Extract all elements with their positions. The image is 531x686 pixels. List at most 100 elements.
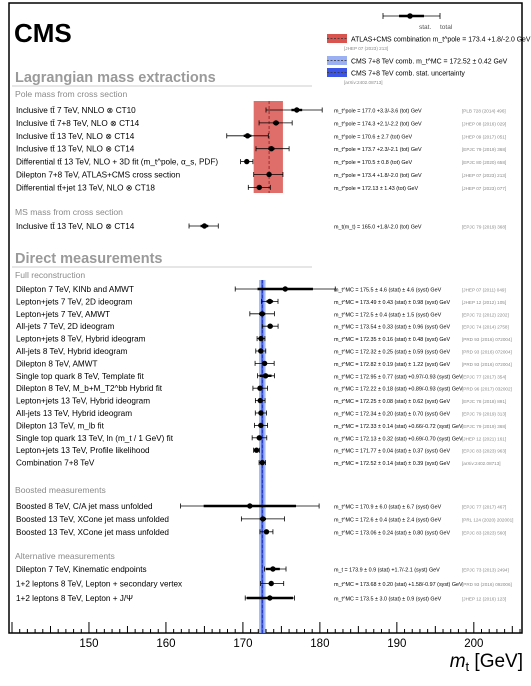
reference-text: [PRD 93 (2016) 092006]: [462, 582, 512, 587]
row-label: Boosted 8 TeV, C/A jet mass unfolded: [16, 502, 153, 511]
legend-entry-reference: [JHEP 07 (2023) 213]: [344, 46, 388, 51]
row-label: All-jets 7 TeV, 2D ideogram: [16, 322, 114, 331]
result-text: m_t^pole = 170.6 ± 2.7 (tot) GeV: [334, 134, 413, 140]
row-label: Lepton+jets 13 TeV, Hybrid ideogram: [16, 397, 150, 406]
result-text: m_t^MC = 172.5 ± 0.4 (stat) ± 1.5 (syst)…: [334, 312, 442, 318]
reference-text: [JHEP 08 (2016) 029]: [462, 121, 506, 126]
reference-text: [PLB 728 (2014) 496]: [462, 109, 506, 114]
result-text: m_t^MC = 172.25 ± 0.08 (stat) ± 0.62 (sy…: [334, 399, 451, 405]
reference-text: [arXiv:2402.08713]: [462, 461, 501, 466]
legend-total-label: total: [440, 24, 453, 31]
row-label: Inclusive tt̄ 7+8 TeV, NLO ⊗ CT14: [16, 119, 140, 128]
data-point: [244, 133, 251, 139]
data-point: [201, 223, 208, 229]
legend: stat. total ATLAS+CMS combination m_t^pole…: [327, 13, 531, 85]
result-text: m_t^pole = 172.13 ± 1.43 (tot) GeV: [334, 186, 419, 192]
experiment-label: CMS: [14, 18, 72, 48]
row-label: All-jets 8 TeV, Hybrid ideogram: [16, 347, 128, 356]
reference-text: [JHEP 12 (2012) 105]: [462, 300, 506, 305]
reference-text: [EPJC 77 (2017) 354]: [462, 374, 506, 379]
row-label: Dilepton 7+8 TeV, ATLAS+CMS cross sectio…: [16, 171, 181, 180]
reference-text: [JHEP 12 (2016) 123]: [462, 597, 506, 602]
legend-swatch: [327, 56, 347, 65]
row-label: Lepton+jets 13 TeV, Profile likelihood: [16, 446, 150, 455]
result-text: m_t^MC = 173.49 ± 0.43 (stat) ± 0.98 (sy…: [334, 300, 451, 306]
result-text: m_t^MC = 173.54 ± 0.33 (stat) ± 0.96 (sy…: [334, 325, 451, 331]
row-label: Inclusive tt̄ 7 TeV, NNLO ⊗ CT10: [16, 106, 136, 115]
result-text: m_t^pole = 174.3 +2.1/-2.2 (tot) GeV: [334, 121, 422, 127]
data-point: [253, 447, 260, 453]
result-text: m_t^MC = 173.06 ± 0.24 (stat) ± 0.80 (sy…: [334, 530, 451, 536]
reference-text: [EPJC 77 (2017) 467]: [462, 505, 506, 510]
row-label: Single top quark 8 TeV, Template fit: [16, 372, 144, 381]
reference-text: [EPJC 79 (2019) 368]: [462, 147, 506, 152]
x-axis-title-unit: [GeV]: [469, 651, 523, 672]
result-text: m_t(m_t) = 165.0 +1.8/-2.0 (tot) GeV: [334, 225, 422, 231]
row-label: All-jets 13 TeV, Hybrid ideogram: [16, 409, 132, 418]
reference-text: [JHEP 09 (2017) 051]: [462, 134, 506, 139]
subsection-title: Pole mass from cross section: [15, 89, 127, 99]
data-point: [259, 459, 266, 466]
result-text: m_t^MC = 172.33 ± 0.14 (stat) +0.66/-0.7…: [334, 424, 463, 430]
data-point: [266, 171, 272, 178]
data-point: [257, 385, 263, 391]
data-point: [294, 107, 300, 113]
row-label: Dilepton 13 TeV, m_lb fit: [16, 421, 105, 430]
reference-text: [JHEP 07 (2011) 049]: [462, 288, 506, 293]
reference-text: [JHEP 12 (2021) 161]: [462, 436, 506, 441]
result-text: m_t^MC = 175.5 ± 4.6 (stat) ± 4.6 (syst)…: [334, 288, 442, 294]
x-tick-label: 150: [79, 638, 98, 650]
reference-text: [EPJC 83 (2023) 963]: [462, 449, 506, 454]
data-point: [258, 335, 264, 342]
reference-text: [JHEP 07 (2023) 077]: [462, 186, 506, 191]
data-point: [257, 397, 263, 404]
row-label: 1+2 leptons 8 TeV, Lepton + secondary ve…: [16, 580, 182, 589]
result-text: m_t^MC = 172.82 ± 0.19 (stat) ± 1.22 (sy…: [334, 362, 451, 368]
data-point: [267, 595, 273, 601]
data-point: [268, 580, 274, 587]
result-text: m_t = 173.9 ± 0.9 (stat) +1.7/-2.1 (syst…: [334, 568, 440, 574]
subsection-title: Full reconstruction: [15, 270, 85, 280]
atlas-cms-pole-band: [253, 101, 283, 193]
legend-entry-reference: [arXiv:2402.08713]: [344, 80, 383, 85]
data-point: [258, 348, 264, 354]
data-point: [244, 158, 250, 165]
row-label: Boosted 13 TeV, XCone jet mass unfolded: [16, 528, 169, 537]
result-text: m_t^MC = 172.52 ± 0.14 (stat) ± 0.39 (sy…: [334, 461, 451, 467]
bands-layer: [253, 101, 283, 633]
result-text: m_t^MC = 171.77 ± 0.04 (stat) ± 0.37 (sy…: [334, 449, 451, 455]
data-point: [259, 311, 265, 317]
row-label: Differential tt̄ 13 TeV, NLO + 3D fit (m…: [16, 158, 218, 167]
result-text: m_t^pole = 173.4 +1.8/-2.0 (tot) GeV: [334, 173, 422, 179]
row-label: Inclusive tt̄ 13 TeV, NLO ⊗ CT14: [16, 132, 135, 141]
data-point: [282, 286, 288, 292]
row-label: Single top quark 13 TeV, ln (m_t / 1 GeV…: [16, 434, 174, 443]
row-label: Dilepton 7 TeV, KINb and AMWT: [16, 285, 134, 294]
reference-text: [PRL 124 (2020) 202001]: [462, 517, 513, 522]
subsection-title: Boosted measurements: [15, 485, 106, 495]
x-tick-label: 170: [233, 638, 252, 650]
legend-point: [407, 13, 413, 19]
result-text: m_t^MC = 170.9 ± 6.0 (stat) ± 6.7 (syst)…: [334, 505, 442, 511]
data-point: [256, 184, 263, 191]
row-label: Dilepton 7 TeV, Kinematic endpoints: [16, 565, 147, 574]
rows-layer: Lagrangian mass extractions Pole mass fro…: [12, 70, 513, 603]
data-point: [262, 373, 269, 379]
data-point: [267, 323, 273, 329]
x-axis-title-symbol: m: [450, 651, 466, 672]
row-label: Inclusive tt̄ 13 TeV, NLO ⊗ CT14: [16, 222, 135, 231]
result-text: m_t^MC = 172.32 ± 0.25 (stat) ± 0.59 (sy…: [334, 350, 451, 356]
row-label: Lepton+jets 7 TeV, AMWT: [16, 310, 110, 319]
legend-entry-label: CMS 7+8 TeV comb. m_t^MC = 172.52 ± 0.42…: [351, 59, 508, 66]
x-tick-label: 180: [310, 638, 329, 650]
legend-swatch: [327, 68, 347, 77]
reference-text: [PRD 93 (2016) 072004]: [462, 350, 512, 355]
legend-swatch: [327, 34, 347, 43]
reference-text: [EPJC 79 (2019) 313]: [462, 412, 506, 417]
result-text: m_t^MC = 172.13 ± 0.32 (stat) +0.69/-0.7…: [334, 436, 463, 442]
result-text: m_t^pole = 173.7 +2.3/-2.1 (tot) GeV: [334, 147, 422, 153]
reference-text: [PRD 96 (2017) 032002]: [462, 387, 512, 392]
result-text: m_t^MC = 173.5 ± 3.0 (stat) ± 0.9 (syst)…: [334, 597, 442, 603]
reference-text: [EPJC 78 (2018) 891]: [462, 399, 506, 404]
